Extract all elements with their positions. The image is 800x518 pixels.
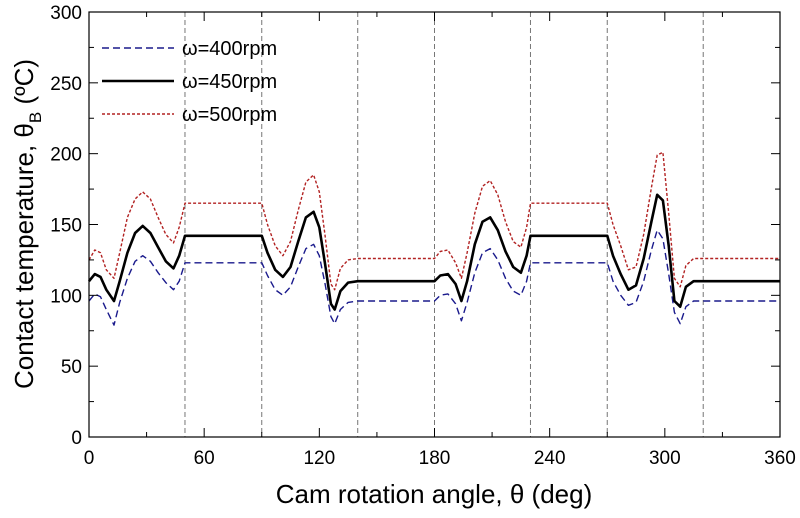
series-line-0 — [88, 229, 780, 326]
x-tick-label: 360 — [764, 448, 796, 469]
axis-ticks — [88, 11, 781, 438]
y-axis-title-subscript: B — [26, 112, 45, 123]
series-line-1 — [87, 193, 780, 311]
x-tick-label: 60 — [194, 448, 215, 469]
legend-label-500rpm: ω=500rpm — [182, 104, 277, 126]
y-tick-label: 200 — [50, 145, 82, 166]
y-axis-title-unit: (ºC) — [9, 59, 39, 112]
x-tick-label: 180 — [419, 448, 451, 469]
y-tick-label: 100 — [50, 286, 82, 307]
x-tick-label: 120 — [303, 448, 335, 469]
legend-label-450rpm: ω=450rpm — [182, 71, 277, 93]
x-tick-label: 240 — [534, 448, 566, 469]
y-tick-label: 50 — [61, 357, 82, 378]
y-axis-title-main: Contact temperature, θ — [9, 123, 39, 389]
y-tick-label: 300 — [50, 3, 82, 24]
y-axis-title: Contact temperature, θB (ºC) — [9, 59, 45, 389]
y-tick-label: 250 — [50, 74, 82, 95]
x-tick-label: 0 — [84, 448, 95, 469]
axis-tick-labels: 0 60 120 180 240 300 360 0 50 100 150 200 250 300 — [50, 3, 796, 469]
y-tick-label: 150 — [50, 216, 82, 237]
x-tick-label: 300 — [649, 448, 681, 469]
y-tick-label: 0 — [71, 428, 82, 449]
legend-label-400rpm: ω=400rpm — [182, 38, 277, 60]
series-line-2 — [88, 151, 780, 291]
vertical-marker-lines — [184, 12, 704, 437]
series-lines — [87, 151, 780, 326]
legend: ω=400rpm ω=450rpm ω=500rpm — [102, 38, 277, 126]
x-axis-title: Cam rotation angle, θ (deg) — [276, 479, 593, 509]
